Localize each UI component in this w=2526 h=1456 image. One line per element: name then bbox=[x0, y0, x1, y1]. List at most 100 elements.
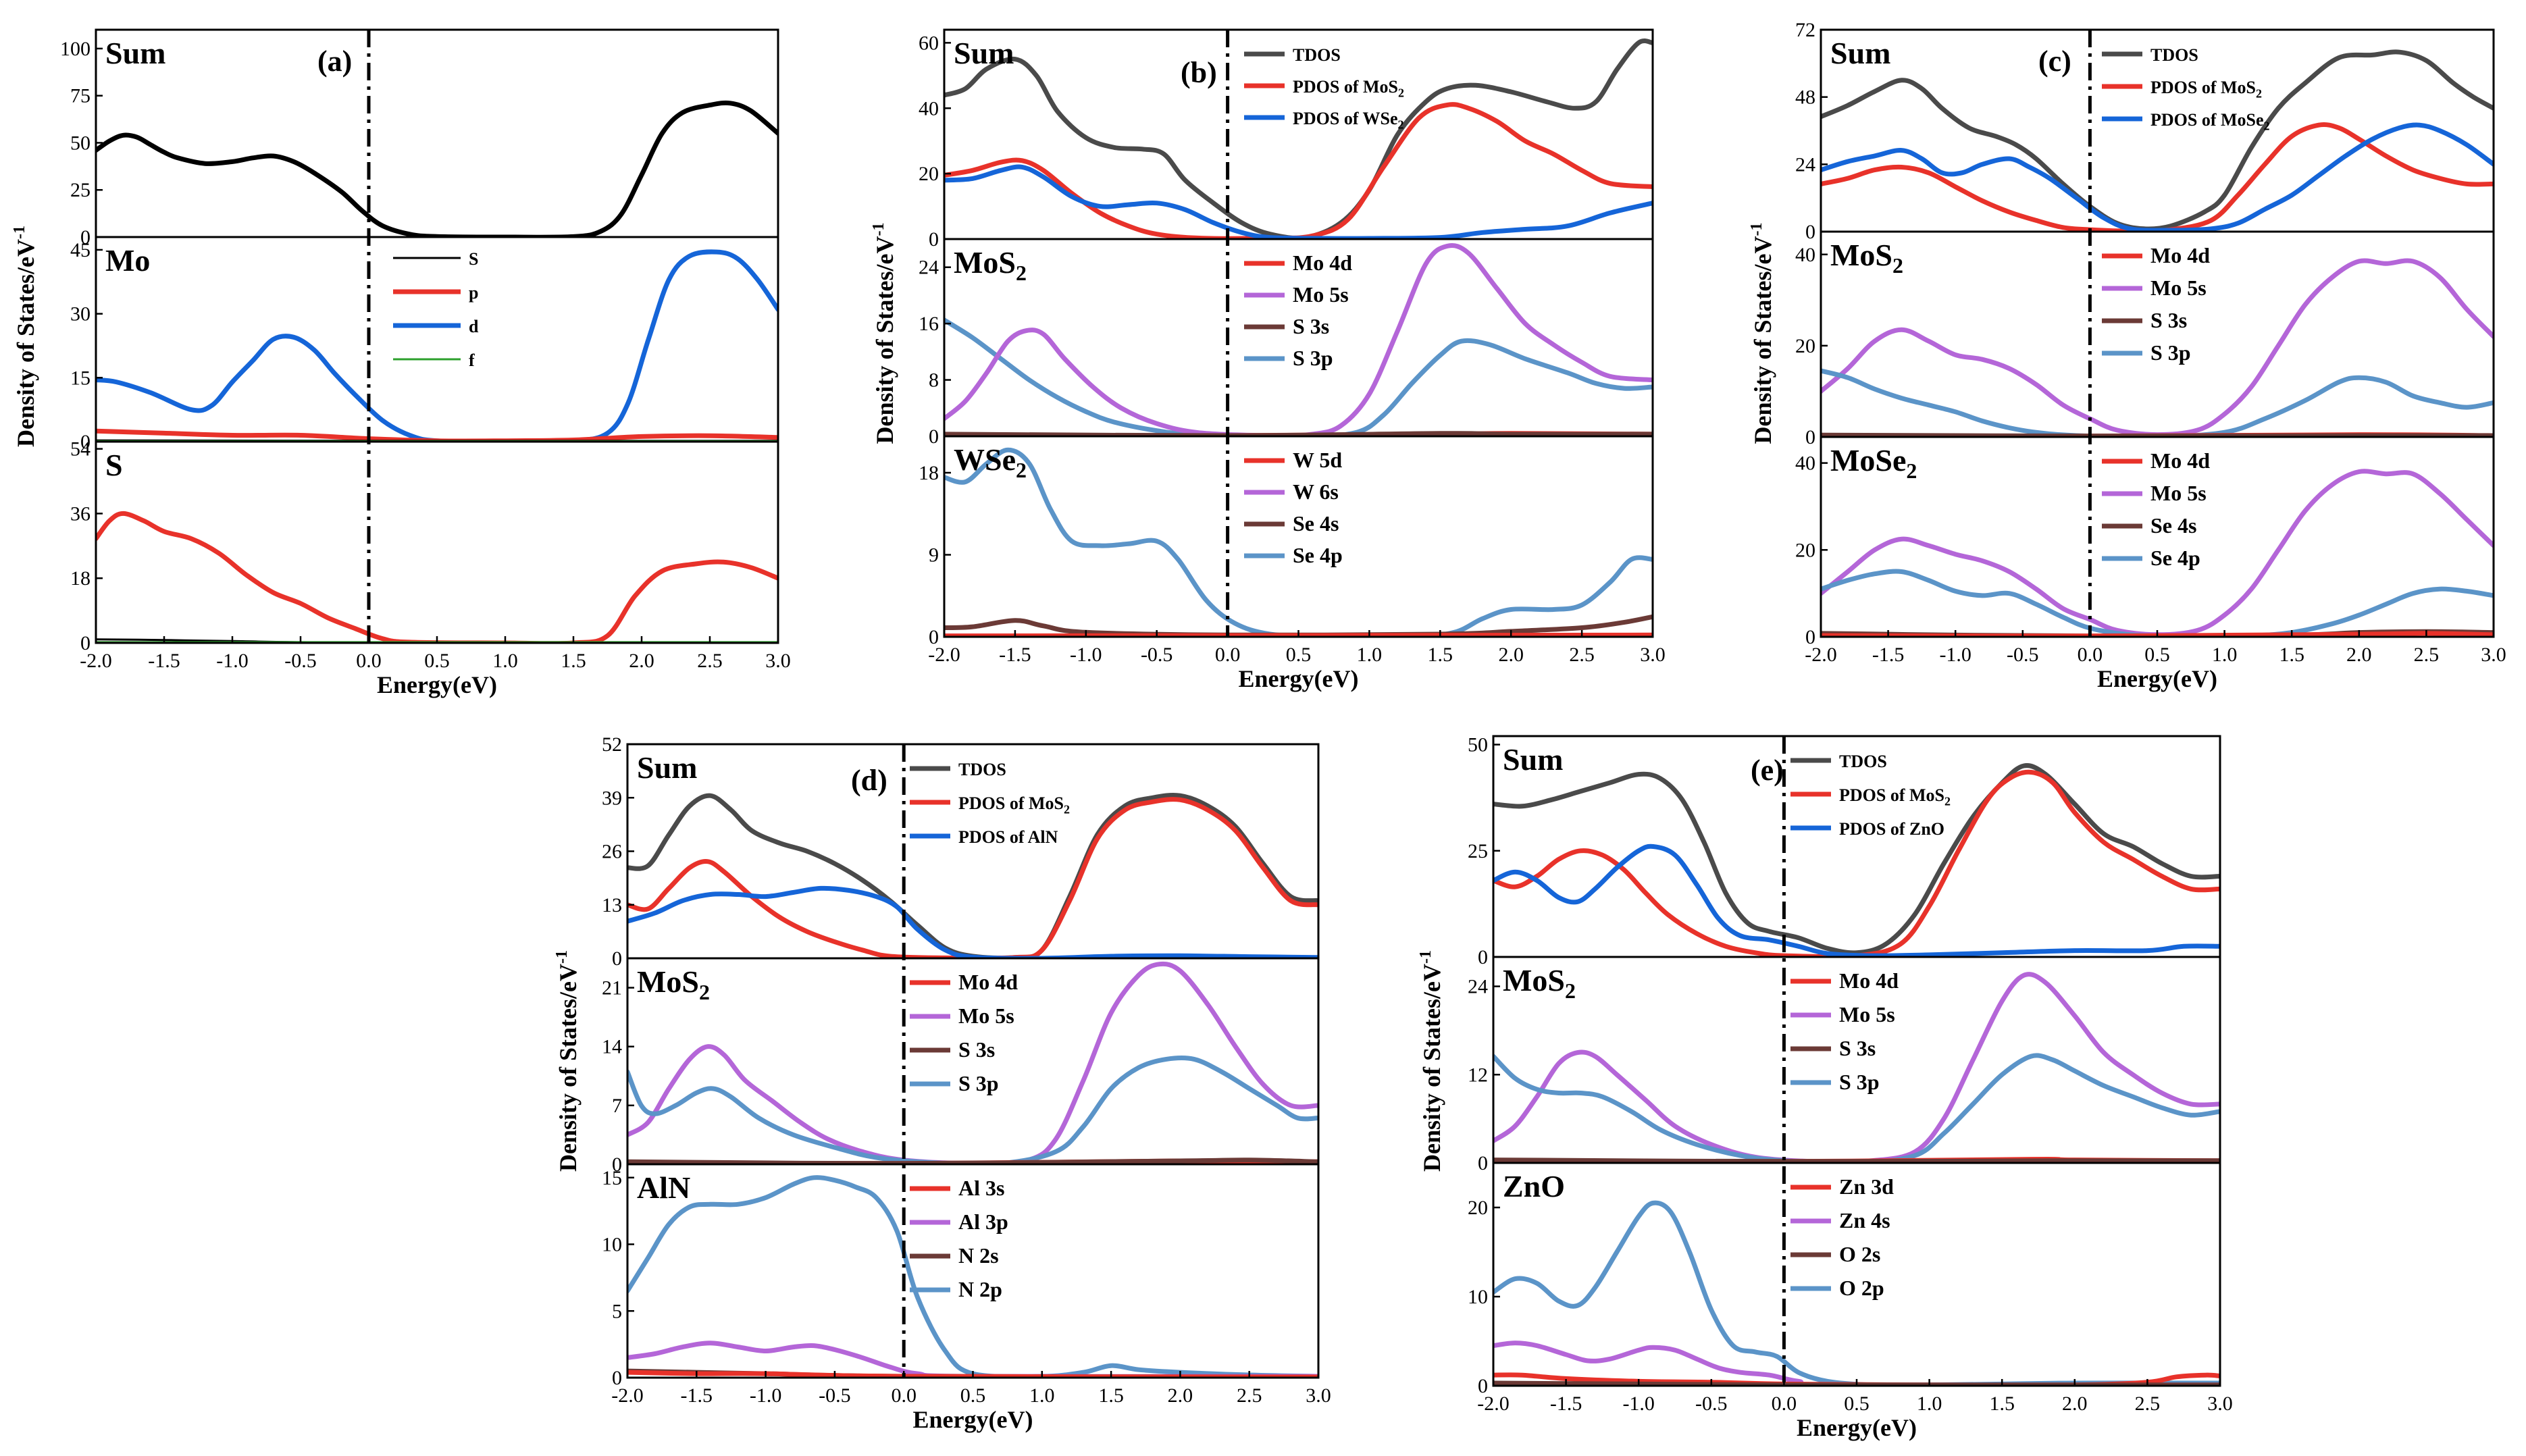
x-tick-label: 0.5 bbox=[424, 650, 450, 672]
panel-c-0: 0 24 48 72 Sum TDOS PDOS of MoS2 PDOS of MoSe2 bbox=[1795, 19, 2495, 243]
y-axis-label: Density of States/eV-1 bbox=[11, 226, 39, 447]
panel-title: MoSe2 bbox=[1830, 443, 1917, 483]
panel-d-2: 0 5 10 15 AlN Al 3s Al 3p N 2s N 2p bbox=[602, 1163, 1320, 1389]
panel-c-2: 0 20 40 MoSe2 Mo 4d Mo 5s Se 4s Se 4p bbox=[1795, 436, 2495, 648]
x-axis-label: Energy(eV) bbox=[1797, 1414, 1917, 1441]
legend-label: S 3s bbox=[2150, 308, 2187, 332]
series-line-pdos-of-mose2 bbox=[1821, 122, 2494, 232]
legend-label: f bbox=[469, 350, 475, 370]
series-line-s-3s bbox=[627, 1158, 1318, 1164]
x-tick-label: 1.5 bbox=[1428, 644, 1453, 666]
x-tick-label: 0.5 bbox=[2144, 644, 2170, 666]
x-tick-label: 3.0 bbox=[2207, 1393, 2233, 1415]
y-tick-label: 10 bbox=[1468, 1286, 1488, 1308]
y-tick-label: 60 bbox=[919, 32, 939, 54]
x-axis-label: Energy(eV) bbox=[377, 671, 497, 698]
panel-title: Sum bbox=[1503, 742, 1563, 777]
legend-label: p bbox=[469, 283, 478, 303]
y-tick-label: 100 bbox=[60, 38, 91, 60]
x-tick-label: -0.5 bbox=[284, 650, 317, 672]
y-tick-label: 25 bbox=[1468, 840, 1488, 862]
y-tick-label: 18 bbox=[919, 462, 939, 484]
figure-tag: (c) bbox=[2038, 45, 2071, 78]
x-tick-label: 0.0 bbox=[891, 1384, 917, 1407]
y-tick-label: 18 bbox=[70, 567, 91, 590]
y-tick-label: 0 bbox=[80, 226, 91, 249]
panel-title: Sum bbox=[1830, 36, 1890, 70]
y-tick-label: 0 bbox=[1478, 1152, 1488, 1174]
x-tick-label: 2.0 bbox=[629, 650, 654, 672]
legend-label: S 3s bbox=[958, 1037, 995, 1062]
series-line-tdos bbox=[944, 38, 1653, 239]
x-tick-label: -0.5 bbox=[1695, 1393, 1728, 1415]
y-tick-label: 50 bbox=[70, 132, 91, 154]
series-line-d bbox=[96, 249, 778, 442]
panel-title: ZnO bbox=[1503, 1169, 1565, 1203]
legend-label: Mo 5s bbox=[1293, 282, 1349, 307]
legend-label: PDOS of AlN bbox=[958, 827, 1058, 847]
panel-title: Sum bbox=[954, 36, 1014, 70]
x-tick-label: -2.0 bbox=[611, 1384, 644, 1407]
legend-label: S 3p bbox=[2150, 340, 2191, 365]
y-tick-label: 20 bbox=[919, 163, 939, 185]
legend-label: N 2p bbox=[958, 1277, 1002, 1301]
figure-tag: (a) bbox=[317, 45, 352, 78]
y-tick-label: 50 bbox=[1468, 734, 1488, 756]
series-group bbox=[96, 100, 778, 237]
panel-a-0: 0 25 50 75 100 Sum bbox=[60, 28, 779, 249]
y-tick-label: 20 bbox=[1795, 335, 1815, 357]
y-tick-label: 12 bbox=[1468, 1064, 1488, 1086]
series-line-pdos-of-wse2 bbox=[944, 164, 1653, 239]
panel-b-0: 0 20 40 60 Sum TDOS PDOS of MoS2 PDOS of WSe2 bbox=[919, 28, 1654, 251]
legend-label: Mo 4d bbox=[2150, 448, 2210, 473]
x-tick-label: -1.5 bbox=[148, 650, 180, 672]
x-tick-label: 0.0 bbox=[356, 650, 382, 672]
legend-label: Mo 4d bbox=[958, 970, 1018, 994]
series-line-n-2p bbox=[627, 1175, 1318, 1378]
x-tick-label: -2.0 bbox=[80, 650, 112, 672]
y-tick-label: 24 bbox=[1468, 976, 1488, 998]
x-tick-label: 0.0 bbox=[1772, 1393, 1797, 1415]
x-tick-label: 1.0 bbox=[2212, 644, 2238, 666]
x-tick-label: 1.5 bbox=[1989, 1393, 2015, 1415]
y-tick-label: 10 bbox=[602, 1234, 622, 1256]
x-tick-label: 3.0 bbox=[1640, 644, 1666, 666]
y-tick-label: 24 bbox=[1795, 153, 1815, 176]
legend-label: W 6s bbox=[1293, 479, 1339, 504]
x-tick-label: 2.5 bbox=[1237, 1384, 1262, 1407]
series-line-se-4p bbox=[1821, 569, 2494, 637]
legend-label: PDOS of MoS2 bbox=[1293, 77, 1404, 99]
legend-label: S 3p bbox=[958, 1071, 999, 1095]
x-tick-label: 3.0 bbox=[765, 650, 791, 672]
panel-e-2: 0 10 20 ZnO Zn 3d Zn 4s O 2s O 2p bbox=[1468, 1162, 2221, 1397]
y-tick-label: 0 bbox=[929, 626, 939, 648]
dos-figure-e: 0 25 50 Sum TDOS PDOS of MoS2 PDOS of ZnO 0 12 24… bbox=[1417, 734, 2233, 1441]
y-tick-label: 45 bbox=[70, 239, 91, 261]
legend-label: S 3s bbox=[1839, 1036, 1876, 1060]
legend-label: S 3s bbox=[1293, 314, 1329, 338]
x-axis-label: Energy(eV) bbox=[2097, 665, 2217, 692]
panel-title: MoS2 bbox=[637, 964, 710, 1004]
y-tick-label: 72 bbox=[1795, 19, 1815, 41]
x-tick-label: 1.0 bbox=[1357, 644, 1383, 666]
y-tick-label: 15 bbox=[70, 367, 91, 389]
y-tick-label: 26 bbox=[602, 841, 622, 863]
y-tick-label: 15 bbox=[602, 1167, 622, 1189]
x-tick-label: -0.5 bbox=[819, 1384, 851, 1407]
panel-title: WSe2 bbox=[954, 442, 1027, 482]
panel-title: Mo bbox=[105, 243, 150, 278]
x-tick-label: 0.0 bbox=[2078, 644, 2103, 666]
series-line-pdos-of-mos2 bbox=[944, 102, 1653, 239]
y-tick-label: 40 bbox=[1795, 452, 1815, 475]
panel-e-0: 0 25 50 Sum TDOS PDOS of MoS2 PDOS of ZnO bbox=[1468, 734, 2221, 968]
x-axis-label: Energy(eV) bbox=[1239, 665, 1359, 692]
y-tick-label: 0 bbox=[1478, 946, 1488, 968]
y-tick-label: 16 bbox=[919, 313, 939, 335]
x-tick-label: 3.0 bbox=[2481, 644, 2506, 666]
x-tick-label: 2.5 bbox=[697, 650, 723, 672]
series-line-p bbox=[96, 428, 778, 442]
series-line-s-3s bbox=[944, 431, 1653, 436]
x-tick-label: -1.0 bbox=[750, 1384, 782, 1407]
legend-label: Al 3p bbox=[958, 1210, 1008, 1234]
